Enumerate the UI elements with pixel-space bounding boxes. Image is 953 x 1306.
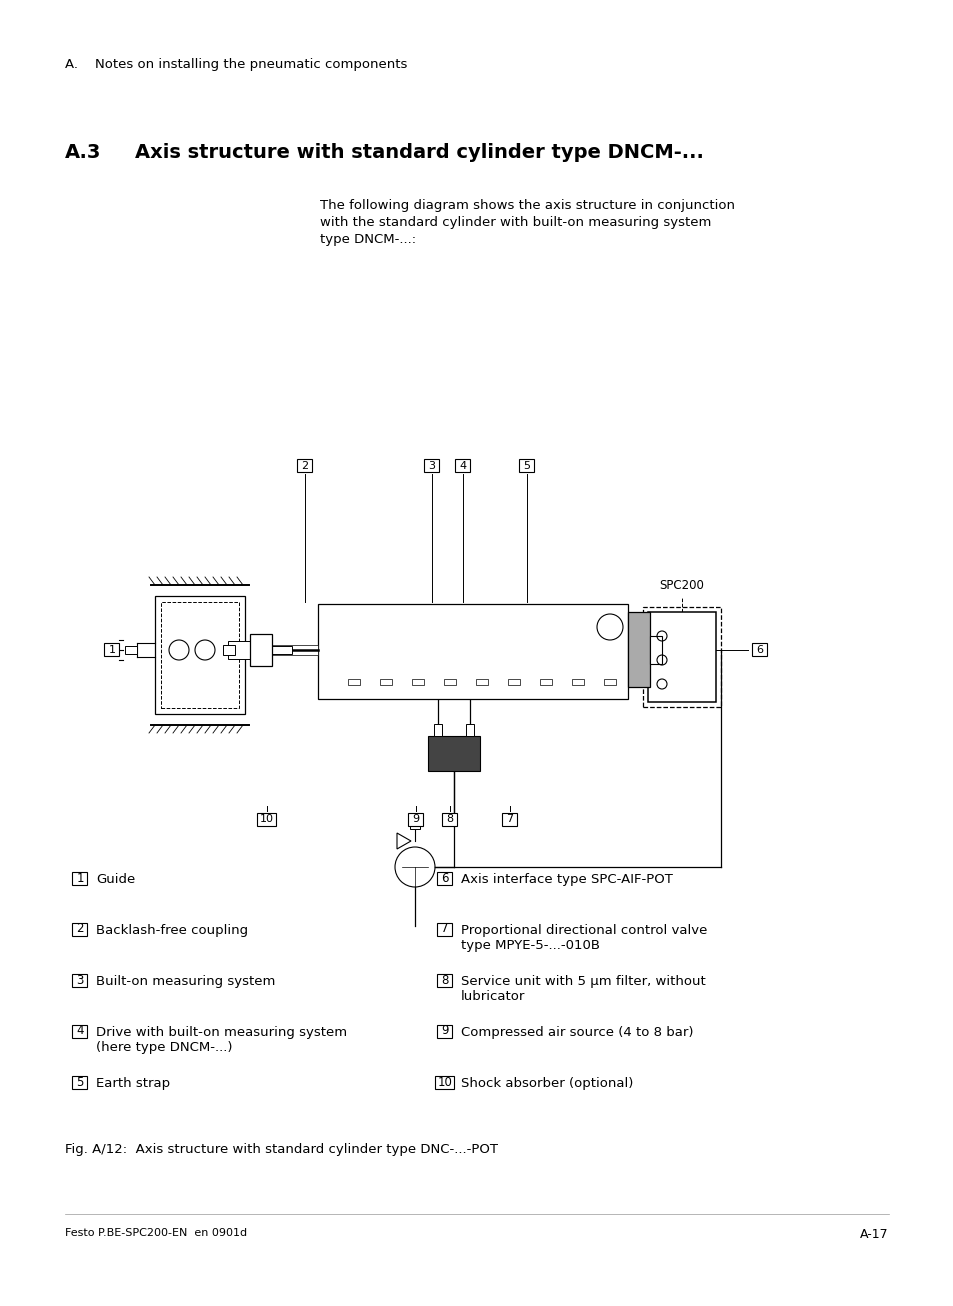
Text: 9: 9: [412, 814, 419, 824]
Bar: [297, 460, 313, 473]
Text: Axis interface type SPC-AIF-POT: Axis interface type SPC-AIF-POT: [460, 872, 672, 885]
Text: 5: 5: [523, 461, 530, 471]
Text: (here type DNCM-...): (here type DNCM-...): [96, 1041, 233, 1054]
Bar: [408, 812, 423, 825]
Text: 4: 4: [76, 1024, 84, 1037]
Text: 2: 2: [76, 922, 84, 935]
Text: 3: 3: [76, 973, 84, 986]
Bar: [161, 602, 239, 708]
Text: type DNCM-...:: type DNCM-...:: [319, 232, 416, 246]
Text: Shock absorber (optional): Shock absorber (optional): [460, 1077, 633, 1091]
Bar: [72, 973, 88, 986]
Text: lubricator: lubricator: [460, 990, 525, 1003]
Text: 6: 6: [441, 871, 448, 884]
Text: 8: 8: [441, 973, 448, 986]
Bar: [348, 679, 359, 686]
Text: 2: 2: [301, 461, 308, 471]
Bar: [434, 724, 441, 737]
Text: 5: 5: [76, 1076, 84, 1088]
Bar: [412, 679, 423, 686]
Text: Axis structure with standard cylinder type DNCM-...: Axis structure with standard cylinder ty…: [135, 142, 703, 162]
Bar: [752, 644, 767, 657]
Polygon shape: [396, 833, 411, 849]
Text: A-17: A-17: [860, 1228, 888, 1241]
Text: 10: 10: [260, 814, 274, 824]
Text: 1: 1: [76, 871, 84, 884]
Bar: [250, 633, 272, 666]
Bar: [435, 1076, 454, 1088]
Bar: [72, 1076, 88, 1088]
Bar: [437, 973, 452, 986]
Bar: [647, 613, 716, 703]
Text: Built-on measuring system: Built-on measuring system: [96, 976, 275, 989]
Bar: [317, 603, 627, 699]
Bar: [72, 1024, 88, 1037]
Text: 6: 6: [756, 645, 762, 656]
Bar: [270, 645, 317, 656]
Bar: [379, 679, 392, 686]
Bar: [257, 812, 276, 825]
Text: Festo P.BE-SPC200-EN  en 0901d: Festo P.BE-SPC200-EN en 0901d: [65, 1228, 247, 1238]
Bar: [507, 679, 519, 686]
Bar: [437, 871, 452, 884]
Text: 10: 10: [437, 1076, 452, 1088]
Bar: [465, 724, 474, 737]
Bar: [223, 645, 234, 656]
Bar: [72, 922, 88, 935]
Bar: [72, 871, 88, 884]
Bar: [642, 607, 720, 707]
Text: 7: 7: [441, 922, 448, 935]
Text: Backlash-free coupling: Backlash-free coupling: [96, 925, 248, 936]
Bar: [627, 613, 649, 687]
Bar: [410, 819, 419, 829]
Text: A.3: A.3: [65, 142, 101, 162]
Text: Earth strap: Earth strap: [96, 1077, 170, 1091]
Bar: [437, 1024, 452, 1037]
Bar: [125, 646, 137, 654]
Bar: [424, 460, 439, 473]
Bar: [154, 596, 245, 714]
Bar: [228, 641, 250, 660]
Text: 7: 7: [506, 814, 513, 824]
Text: Guide: Guide: [96, 872, 135, 885]
Text: type MPYE-5-...-010B: type MPYE-5-...-010B: [460, 939, 599, 952]
Text: Fig. A/12:  Axis structure with standard cylinder type DNC-...-POT: Fig. A/12: Axis structure with standard …: [65, 1143, 497, 1156]
Bar: [502, 812, 517, 825]
Bar: [437, 922, 452, 935]
Text: with the standard cylinder with built-on measuring system: with the standard cylinder with built-on…: [319, 215, 711, 229]
Text: SPC200: SPC200: [659, 579, 703, 592]
Bar: [442, 812, 457, 825]
Bar: [649, 636, 661, 663]
Bar: [539, 679, 552, 686]
Bar: [603, 679, 616, 686]
Text: 4: 4: [459, 461, 466, 471]
Text: Compressed air source (4 to 8 bar): Compressed air source (4 to 8 bar): [460, 1027, 693, 1040]
Text: 1: 1: [109, 645, 115, 656]
Bar: [105, 644, 119, 657]
Text: 9: 9: [441, 1024, 448, 1037]
Bar: [476, 679, 488, 686]
Text: Proportional directional control valve: Proportional directional control valve: [460, 925, 706, 936]
Text: The following diagram shows the axis structure in conjunction: The following diagram shows the axis str…: [319, 199, 734, 212]
Bar: [428, 737, 479, 771]
Bar: [519, 460, 534, 473]
Bar: [455, 460, 470, 473]
Text: Service unit with 5 μm filter, without: Service unit with 5 μm filter, without: [460, 976, 705, 989]
Bar: [572, 679, 583, 686]
Text: 3: 3: [428, 461, 435, 471]
Text: 8: 8: [446, 814, 453, 824]
Text: A.    Notes on installing the pneumatic components: A. Notes on installing the pneumatic com…: [65, 57, 407, 71]
Bar: [272, 646, 292, 654]
Bar: [443, 679, 456, 686]
Text: Drive with built-on measuring system: Drive with built-on measuring system: [96, 1027, 347, 1040]
